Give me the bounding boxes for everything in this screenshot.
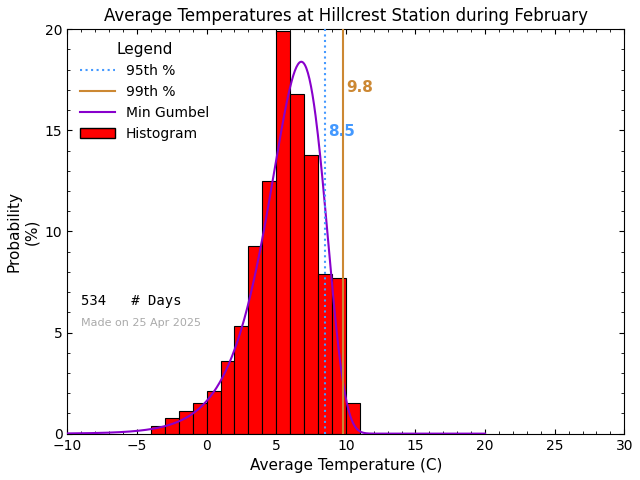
Text: 534   # Days: 534 # Days — [81, 294, 182, 308]
Bar — [332, 278, 346, 433]
Bar — [304, 155, 318, 433]
Text: 9.8: 9.8 — [346, 80, 372, 95]
Bar — [179, 411, 193, 433]
Bar — [151, 426, 165, 433]
Bar — [248, 246, 262, 433]
Legend: 95th %, 99th %, Min Gumbel, Histogram: 95th %, 99th %, Min Gumbel, Histogram — [74, 36, 214, 146]
Bar — [207, 391, 221, 433]
Title: Average Temperatures at Hillcrest Station during February: Average Temperatures at Hillcrest Statio… — [104, 7, 588, 25]
Bar — [165, 419, 179, 433]
Bar — [234, 326, 248, 433]
Bar — [318, 274, 332, 433]
Bar — [290, 94, 304, 433]
X-axis label: Average Temperature (C): Average Temperature (C) — [250, 458, 442, 473]
Bar — [262, 181, 276, 433]
Bar — [346, 403, 360, 433]
Y-axis label: Probability
(%): Probability (%) — [7, 191, 39, 272]
Text: Made on 25 Apr 2025: Made on 25 Apr 2025 — [81, 318, 202, 328]
Text: 8.5: 8.5 — [328, 124, 355, 139]
Bar — [193, 403, 207, 433]
Bar — [276, 31, 290, 433]
Bar — [221, 361, 234, 433]
